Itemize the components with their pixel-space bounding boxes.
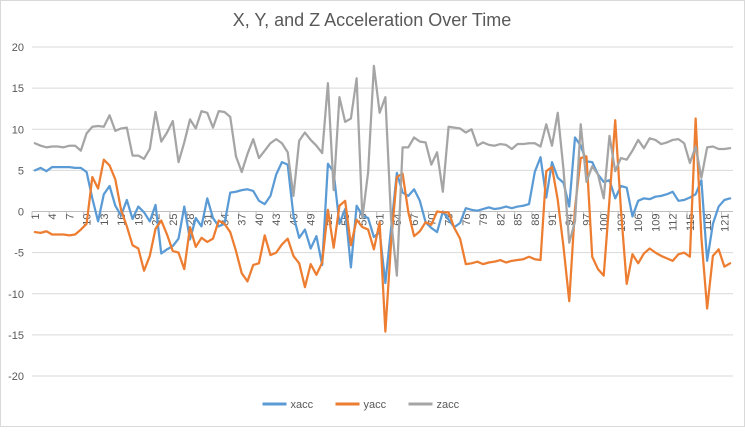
series-line-yacc <box>33 117 732 333</box>
x-tick-label: 88 <box>530 214 542 226</box>
y-tick-label: 0 <box>18 207 24 219</box>
legend-label: zacc <box>437 399 460 411</box>
y-tick-label: 20 <box>12 42 24 54</box>
x-tick-label: 82 <box>495 214 507 226</box>
x-tick-label: 1 <box>30 214 42 220</box>
y-axis: -20 -15 -10 -5 0 5 10 15 20 <box>8 42 24 383</box>
x-tick-label: 40 <box>254 214 266 226</box>
x-tick-label: 97 <box>581 214 593 226</box>
x-tick-label: 49 <box>306 214 318 226</box>
x-tick-label: 61 <box>375 214 387 226</box>
x-tick-label: 85 <box>513 214 525 226</box>
series-line-zacc <box>33 64 732 277</box>
legend: xacc yacc zacc <box>262 399 460 411</box>
x-tick-label: 19 <box>133 214 145 226</box>
x-tick-label: 4 <box>47 214 59 220</box>
legend-item-yacc: yacc <box>335 399 387 411</box>
x-tick-label: 25 <box>168 214 180 226</box>
y-tick-label: -20 <box>8 371 24 383</box>
x-tick-label: 7 <box>64 214 76 220</box>
x-tick-label: 79 <box>478 214 490 226</box>
y-tick-label: -15 <box>8 330 24 342</box>
x-tick-label: 121 <box>719 214 731 232</box>
legend-item-xacc: xacc <box>262 399 314 411</box>
y-tick-label: 15 <box>12 83 24 95</box>
x-tick-label: 91 <box>547 214 559 226</box>
legend-item-zacc: zacc <box>408 399 460 411</box>
x-tick-label: 106 <box>633 214 645 232</box>
legend-label: yacc <box>364 399 387 411</box>
chart-title: X, Y, and Z Acceleration Over Time <box>233 10 511 30</box>
x-tick-label: 67 <box>409 214 421 226</box>
x-tick-label: 112 <box>668 214 680 232</box>
x-tick-label: 76 <box>461 214 473 226</box>
x-tick-label: 37 <box>237 214 249 226</box>
series-lines <box>33 64 732 333</box>
x-tick-label: 64 <box>392 214 404 226</box>
y-tick-label: 10 <box>12 124 24 136</box>
y-tick-label: -5 <box>14 248 24 260</box>
x-tick-label: 109 <box>650 214 662 232</box>
y-tick-label: -10 <box>8 289 24 301</box>
x-tick-label: 43 <box>271 214 283 226</box>
legend-label: xacc <box>291 399 314 411</box>
x-tick-label: 31 <box>202 214 214 226</box>
y-tick-label: 5 <box>18 165 24 177</box>
x-tick-label: 13 <box>99 214 111 226</box>
